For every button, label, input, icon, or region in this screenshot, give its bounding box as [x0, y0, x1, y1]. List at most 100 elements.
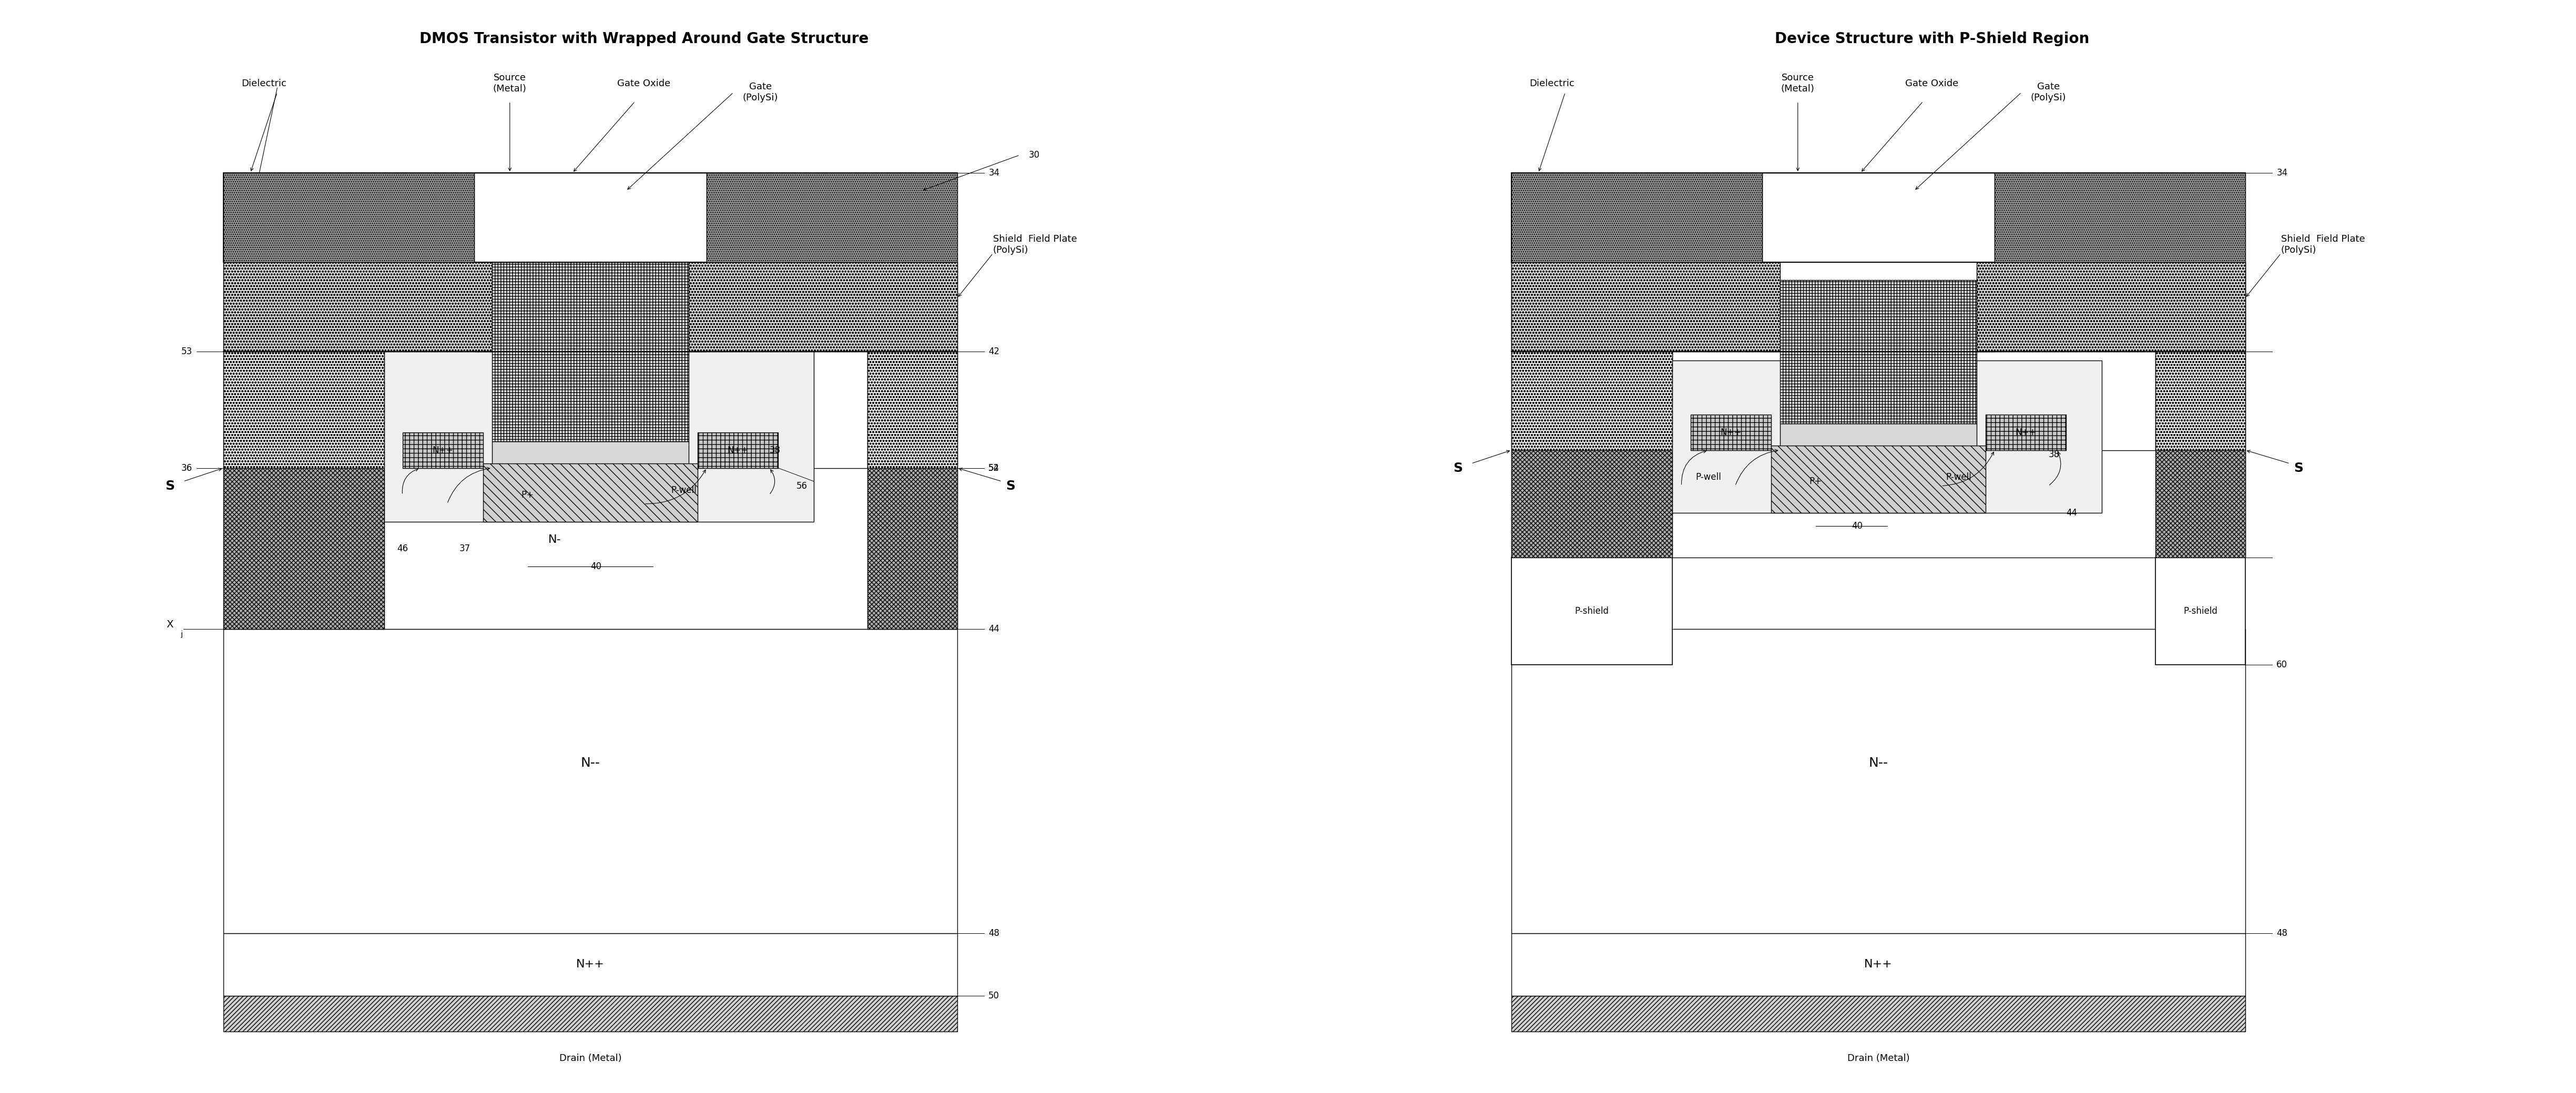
Text: P-well: P-well: [1695, 472, 1721, 482]
Text: S: S: [1453, 461, 1463, 474]
Text: Source
(Metal): Source (Metal): [1780, 73, 1814, 94]
Bar: [1770, 446, 1986, 513]
Text: 54: 54: [989, 463, 999, 473]
Bar: [224, 173, 474, 262]
Text: Gate Oxide: Gate Oxide: [1906, 79, 1958, 89]
Text: 46: 46: [397, 543, 407, 553]
Text: 56: 56: [796, 481, 806, 491]
Bar: [1512, 262, 2246, 352]
Text: 40: 40: [1852, 521, 1862, 531]
Text: 36: 36: [180, 463, 193, 473]
Text: 52: 52: [989, 463, 999, 473]
Bar: [1512, 262, 1780, 352]
Text: P+: P+: [1808, 477, 1821, 486]
Text: 40: 40: [590, 562, 600, 572]
Text: Shield  Field Plate
(PolySi): Shield Field Plate (PolySi): [2280, 234, 2365, 255]
Text: S: S: [165, 480, 175, 492]
Bar: [492, 262, 688, 352]
Bar: [224, 933, 958, 996]
Text: Source
(Metal): Source (Metal): [492, 73, 526, 94]
Bar: [1512, 450, 2246, 557]
Bar: [1512, 262, 1672, 557]
Bar: [1780, 280, 1976, 352]
Bar: [1994, 173, 2246, 262]
Bar: [2156, 352, 2246, 450]
Text: Device Structure with P-Shield Region: Device Structure with P-Shield Region: [1775, 32, 2089, 46]
Text: 38: 38: [2048, 450, 2058, 459]
Text: N++: N++: [1865, 959, 1893, 969]
Text: N--: N--: [1868, 756, 1888, 769]
Text: N++: N++: [726, 445, 750, 455]
Bar: [1512, 262, 1672, 557]
Text: S: S: [1007, 480, 1015, 492]
Text: Gate
(PolySi): Gate (PolySi): [2030, 82, 2066, 103]
Text: N--: N--: [580, 756, 600, 769]
Bar: [224, 628, 958, 933]
Bar: [1512, 173, 2246, 262]
Text: N-: N-: [549, 534, 562, 544]
Bar: [482, 463, 698, 521]
Text: X: X: [167, 620, 173, 630]
Bar: [868, 352, 958, 628]
Bar: [224, 352, 384, 628]
Bar: [1672, 361, 2102, 513]
Bar: [868, 352, 958, 468]
Text: N++: N++: [577, 959, 605, 969]
Text: 30: 30: [1028, 150, 1041, 160]
Text: Drain (Metal): Drain (Metal): [1847, 1054, 1909, 1063]
Text: 60: 60: [2277, 660, 2287, 670]
Bar: [2156, 262, 2246, 557]
Bar: [224, 352, 384, 468]
Bar: [1762, 173, 1994, 352]
Text: 44: 44: [989, 624, 999, 634]
Text: N++: N++: [2014, 427, 2038, 437]
Bar: [2156, 262, 2246, 557]
Bar: [402, 432, 482, 468]
Text: Gate
(PolySi): Gate (PolySi): [742, 82, 778, 103]
Text: DMOS Transistor with Wrapped Around Gate Structure: DMOS Transistor with Wrapped Around Gate…: [420, 32, 868, 46]
Bar: [224, 262, 492, 352]
Text: Gate Oxide: Gate Oxide: [618, 79, 670, 89]
Text: 48: 48: [989, 928, 999, 938]
Bar: [1976, 262, 2246, 352]
Bar: [688, 262, 958, 352]
Text: 42: 42: [989, 346, 999, 356]
Text: Dielectric: Dielectric: [1530, 79, 1574, 89]
Text: N-: N-: [1837, 490, 1850, 501]
Bar: [698, 432, 778, 468]
Bar: [1512, 557, 1672, 665]
Bar: [1512, 628, 2246, 933]
Text: S: S: [2295, 461, 2303, 474]
Text: Shield  Field Plate
(PolySi): Shield Field Plate (PolySi): [992, 234, 1077, 255]
Bar: [224, 468, 958, 628]
Bar: [1512, 933, 2246, 996]
Text: 50: 50: [989, 991, 999, 1000]
Text: 38: 38: [770, 445, 781, 455]
Text: 44: 44: [2066, 508, 2076, 517]
Bar: [492, 352, 688, 442]
Bar: [492, 442, 688, 468]
Text: N++: N++: [1721, 427, 1741, 437]
Bar: [706, 173, 958, 262]
Text: P-well: P-well: [1945, 472, 1971, 482]
Bar: [1780, 352, 1976, 423]
Text: 37: 37: [459, 543, 471, 553]
Text: Dielectric: Dielectric: [242, 79, 286, 89]
Bar: [384, 352, 814, 521]
Text: 48: 48: [2277, 928, 2287, 938]
Text: Drain (Metal): Drain (Metal): [559, 1054, 621, 1063]
Text: N++: N++: [433, 445, 453, 455]
Bar: [474, 173, 706, 352]
Bar: [224, 996, 958, 1032]
Text: P-well: P-well: [670, 485, 696, 495]
Text: P-shield: P-shield: [1574, 607, 1610, 615]
Text: 53: 53: [180, 346, 193, 356]
Bar: [1512, 996, 2246, 1032]
Bar: [1780, 423, 1976, 450]
Bar: [224, 262, 958, 352]
Text: P-shield: P-shield: [2184, 607, 2218, 615]
Bar: [868, 352, 958, 628]
Bar: [1512, 173, 1762, 262]
Bar: [224, 352, 384, 628]
Bar: [1512, 352, 1672, 450]
